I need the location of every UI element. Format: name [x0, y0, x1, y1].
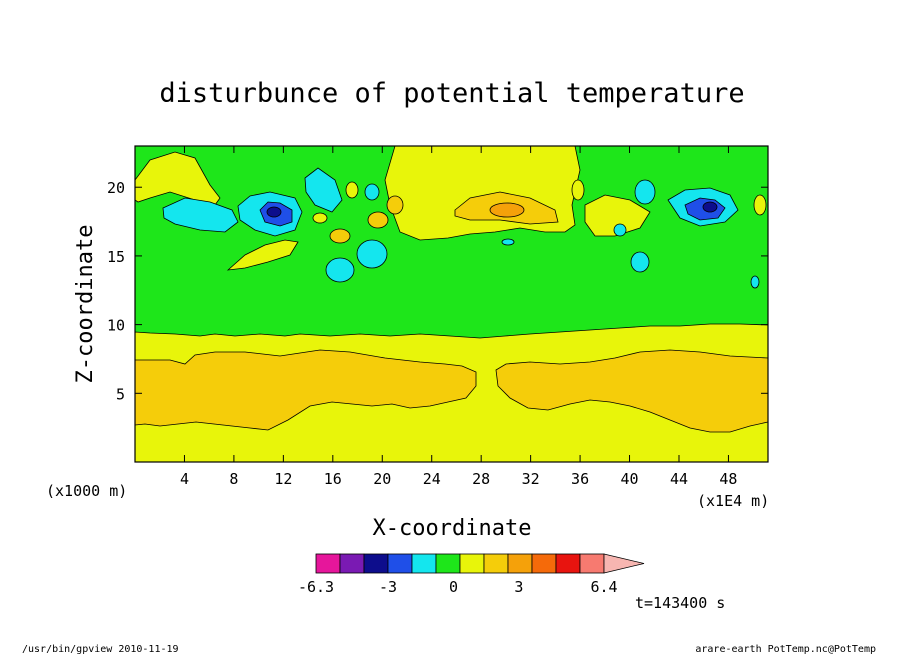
colorbar-swatch	[387, 553, 413, 574]
field-cyan-j	[501, 238, 515, 246]
field-yellow-h	[571, 179, 585, 201]
field-cyan-g	[630, 251, 650, 273]
y-tick-label: 20	[107, 179, 125, 197]
colorbar-tick-label: -6.3	[298, 578, 334, 596]
field-cyan-d	[356, 239, 388, 269]
x-tick-label: 40	[621, 470, 639, 488]
field-yellow-g	[312, 212, 328, 224]
field-yellow-east	[584, 194, 651, 237]
colorbar-swatch	[339, 553, 365, 574]
y-axis: 5 10 15 20	[107, 179, 768, 403]
colorbar-swatch	[411, 553, 437, 574]
field-cyan-c	[325, 257, 355, 283]
field-cyan-west	[162, 197, 239, 233]
y-tick-label: 15	[107, 248, 125, 266]
field-yellow-west-lower	[226, 239, 299, 271]
x-tick-label: 48	[719, 470, 737, 488]
x-tick-label: 44	[670, 470, 688, 488]
colorbar-swatch	[531, 553, 557, 574]
field-cyan-b	[304, 167, 343, 213]
plot-frame	[134, 145, 769, 463]
field-navy-a	[266, 206, 282, 218]
plot-field	[135, 146, 768, 462]
x-tick-label: 36	[571, 470, 589, 488]
y-axis-label: Z-coordinate	[73, 225, 98, 384]
colorbar-tick-label: 6.4	[590, 578, 617, 596]
chart-title: disturbunce of potential temperature	[159, 78, 744, 109]
x-tick-label: 4	[180, 470, 189, 488]
x-tick-label: 20	[373, 470, 391, 488]
field-cyan-f	[634, 179, 656, 205]
colorbar-tick-label: -3	[379, 578, 397, 596]
x-tick-label: 24	[423, 470, 441, 488]
field-yellow-f	[345, 181, 359, 199]
field-orange-d	[329, 228, 351, 244]
field-cyan-e	[364, 183, 380, 201]
x-tick-label: 8	[229, 470, 238, 488]
x-tick-label: 16	[324, 470, 342, 488]
colorbar-swatch	[555, 553, 581, 574]
colorbar-tick-label: 3	[514, 578, 523, 596]
colorbar-swatch	[459, 553, 485, 574]
time-label: t=143400 s	[635, 594, 725, 612]
field-band-orange-lower-east	[495, 349, 768, 433]
field-cyan-i	[750, 275, 760, 289]
field-navy-east	[702, 201, 718, 213]
x-tick-label: 12	[274, 470, 292, 488]
footer-right: arare-earth_PotTemp.nc@PotTemp	[695, 644, 876, 654]
colorbar-swatch	[507, 553, 533, 574]
colorbar-swatch	[435, 553, 461, 574]
colorbar: -6.3 -3 0 3 6.4	[298, 553, 645, 596]
field-yellow-center	[384, 146, 581, 241]
x-tick-label: 28	[472, 470, 490, 488]
footer-left: /usr/bin/gpview 2010-11-19	[22, 644, 179, 654]
field-orange-core	[489, 202, 525, 218]
field-orange-b	[367, 211, 389, 229]
field-yellow-i	[753, 194, 767, 216]
y-tick-label: 5	[116, 385, 125, 403]
colorbar-swatch	[579, 553, 605, 574]
x-unit-label: (x1E4 m)	[697, 492, 769, 510]
y-unit-label: (x1000 m)	[46, 482, 127, 500]
colorbar-tick-label: 0	[449, 578, 458, 596]
field-orange-c	[386, 195, 404, 215]
colorbar-swatch	[315, 553, 341, 574]
x-axis: 4 8 12 16 20 24 28 32 36 40 44 48	[180, 146, 737, 488]
x-tick-label: 32	[522, 470, 540, 488]
field-cyan-h	[613, 223, 627, 237]
colorbar-arrow	[603, 553, 645, 574]
field-band-orange-lower	[135, 349, 477, 431]
colorbar-swatch	[483, 553, 509, 574]
y-tick-label: 10	[107, 317, 125, 335]
x-axis-label: X-coordinate	[373, 516, 532, 541]
colorbar-swatch	[363, 553, 389, 574]
